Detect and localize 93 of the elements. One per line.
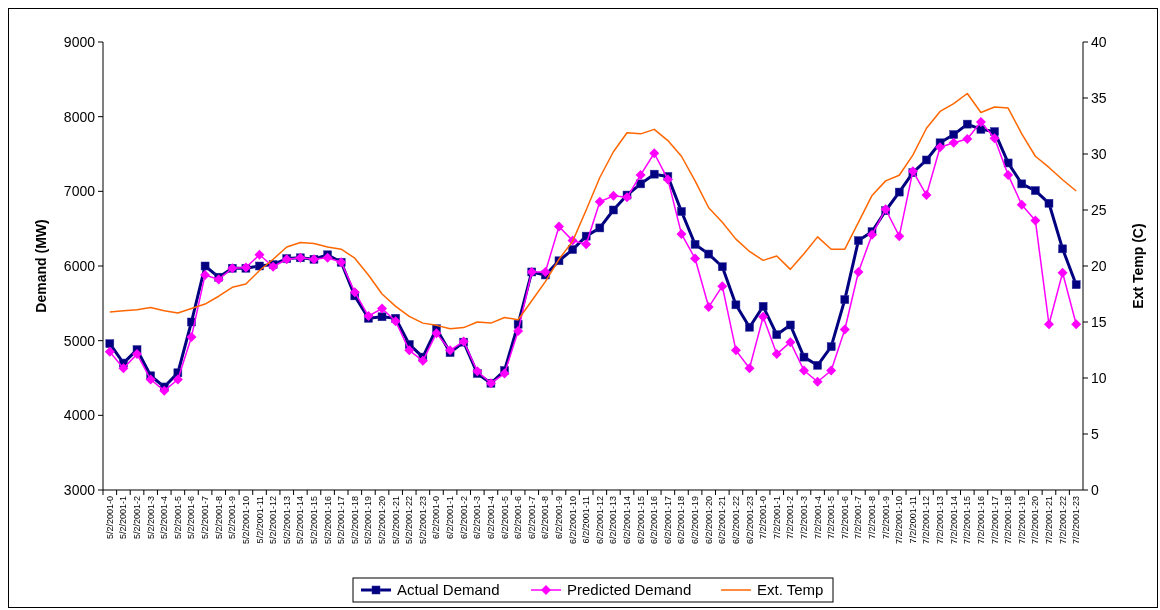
x-tick-label: 7/2/2001-9 (880, 496, 891, 540)
y2-tick-label: 25 (1091, 201, 1107, 218)
x-tick-label: 5/2/2001-8 (213, 496, 224, 540)
x-tick-label: 7/2/2001-20 (1030, 496, 1041, 545)
x-tick-label: 6/2/2001-13 (608, 496, 619, 545)
x-tick-label: 7/2/2001-2 (785, 496, 796, 540)
x-tick-label: 5/2/2001-20 (377, 496, 388, 545)
x-tick-label: 6/2/2001-4 (485, 496, 496, 540)
x-tick-label: 7/2/2001-10 (894, 496, 905, 545)
x-tick-label: 6/2/2001-0 (431, 496, 442, 540)
x-tick-label: 5/2/2001-18 (349, 496, 360, 545)
x-tick-label: 6/2/2001-16 (649, 496, 660, 545)
x-tick-label: 6/2/2001-8 (540, 496, 551, 540)
x-tick-label: 7/2/2001-11 (907, 496, 918, 544)
x-tick-label: 6/2/2001-19 (690, 496, 701, 545)
x-tick-label: 7/2/2001-22 (1057, 496, 1068, 545)
y2-tick-label: 30 (1091, 145, 1107, 162)
x-tick-label: 5/2/2001-11 (254, 496, 265, 544)
x-tick-label: 6/2/2001-9 (553, 496, 564, 540)
x-tick-label: 5/2/2001-7 (200, 496, 211, 540)
y2-tick-label: 5 (1091, 425, 1099, 442)
y2-tick-label: 35 (1091, 89, 1107, 106)
y2-tick-label: 0 (1091, 481, 1099, 498)
y-tick-label: 4000 (63, 407, 96, 424)
x-tick-label: 7/2/2001-23 (1071, 496, 1082, 545)
x-tick-label: 5/2/2001-22 (404, 496, 415, 545)
x-tick-label: 5/2/2001-9 (227, 496, 238, 540)
y-axis-title: Demand (MW) (33, 219, 49, 313)
y-tick-label: 7000 (63, 183, 96, 200)
x-tick-label: 6/2/2001-7 (526, 496, 537, 540)
x-tick-label: 5/2/2001-2 (132, 496, 143, 540)
x-tick-label: 6/2/2001-6 (513, 496, 524, 540)
x-tick-label: 5/2/2001-5 (172, 496, 183, 540)
y2-tick-label: 20 (1091, 257, 1107, 274)
x-tick-label: 6/2/2001-22 (730, 496, 741, 545)
x-tick-label: 7/2/2001-7 (853, 496, 864, 540)
x-tick-label: 5/2/2001-10 (240, 496, 251, 545)
x-tick-label: 5/2/2001-19 (363, 496, 374, 545)
x-tick-label: 6/2/2001-12 (594, 496, 605, 545)
x-tick-label: 6/2/2001-10 (567, 496, 578, 545)
x-tick-label: 6/2/2001-14 (622, 496, 633, 545)
y2-axis-title: Ext Temp (C) (1130, 223, 1146, 309)
x-tick-label: 7/2/2001-19 (1016, 496, 1027, 545)
x-tick-label: 6/2/2001-2 (458, 496, 469, 540)
x-tick-label: 7/2/2001-6 (839, 496, 850, 540)
x-tick-label: 6/2/2001-5 (499, 496, 510, 540)
x-tick-label: 5/2/2001-23 (417, 496, 428, 545)
legend-label: Ext. Temp (757, 581, 824, 599)
x-tick-label: 7/2/2001-1 (771, 496, 782, 540)
x-tick-label: 6/2/2001-20 (703, 496, 714, 545)
x-tick-label: 7/2/2001-0 (758, 496, 769, 540)
y2-tick-label: 40 (1091, 33, 1107, 50)
x-tick-label: 7/2/2001-3 (798, 496, 809, 540)
x-tick-label: 6/2/2001-3 (472, 496, 483, 540)
x-tick-label: 5/2/2001-21 (390, 496, 401, 545)
x-tick-label: 5/2/2001-0 (104, 496, 115, 540)
x-tick-label: 7/2/2001-18 (1003, 496, 1014, 545)
x-tick-label: 5/2/2001-3 (145, 496, 156, 540)
y-tick-label: 5000 (63, 332, 96, 349)
x-tick-label: 7/2/2001-14 (948, 496, 959, 545)
x-tick-label: 6/2/2001-17 (662, 496, 673, 545)
x-tick-label: 7/2/2001-21 (1043, 496, 1054, 545)
legend-label: Predicted Demand (567, 581, 692, 599)
x-tick-label: 6/2/2001-1 (445, 496, 456, 540)
x-tick-label: 7/2/2001-5 (826, 496, 837, 540)
y2-tick-label: 10 (1091, 369, 1107, 386)
x-tick-label: 5/2/2001-14 (295, 496, 306, 545)
x-tick-label: 7/2/2001-15 (962, 496, 973, 545)
x-tick-label: 5/2/2001-4 (159, 496, 170, 540)
x-tick-label: 7/2/2001-8 (867, 496, 878, 540)
y-tick-label: 3000 (63, 481, 96, 498)
y-tick-label: 9000 (63, 33, 96, 50)
x-tick-label: 5/2/2001-13 (281, 496, 292, 545)
x-tick-label: 5/2/2001-16 (322, 496, 333, 545)
x-tick-label: 7/2/2001-13 (935, 496, 946, 545)
y-tick-label: 6000 (63, 257, 96, 274)
x-tick-label: 6/2/2001-21 (717, 496, 728, 545)
x-tick-label: 5/2/2001-17 (336, 496, 347, 545)
x-tick-label: 7/2/2001-4 (812, 496, 823, 540)
x-tick-label: 5/2/2001-12 (268, 496, 279, 545)
x-tick-label: 5/2/2001-15 (308, 496, 319, 545)
y-tick-label: 8000 (63, 108, 96, 125)
x-tick-label: 5/2/2001-1 (118, 496, 129, 540)
x-tick-label: 6/2/2001-11 (581, 496, 592, 544)
x-tick-label: 7/2/2001-17 (989, 496, 1000, 545)
x-tick-label: 6/2/2001-15 (635, 496, 646, 545)
legend-label: Actual Demand (397, 581, 500, 599)
x-tick-label: 7/2/2001-16 (975, 496, 986, 545)
y2-tick-label: 15 (1091, 313, 1107, 330)
x-tick-label: 5/2/2001-6 (186, 496, 197, 540)
x-tick-label: 6/2/2001-23 (744, 496, 755, 545)
x-tick-label: 7/2/2001-12 (921, 496, 932, 545)
x-tick-label: 6/2/2001-18 (676, 496, 687, 545)
